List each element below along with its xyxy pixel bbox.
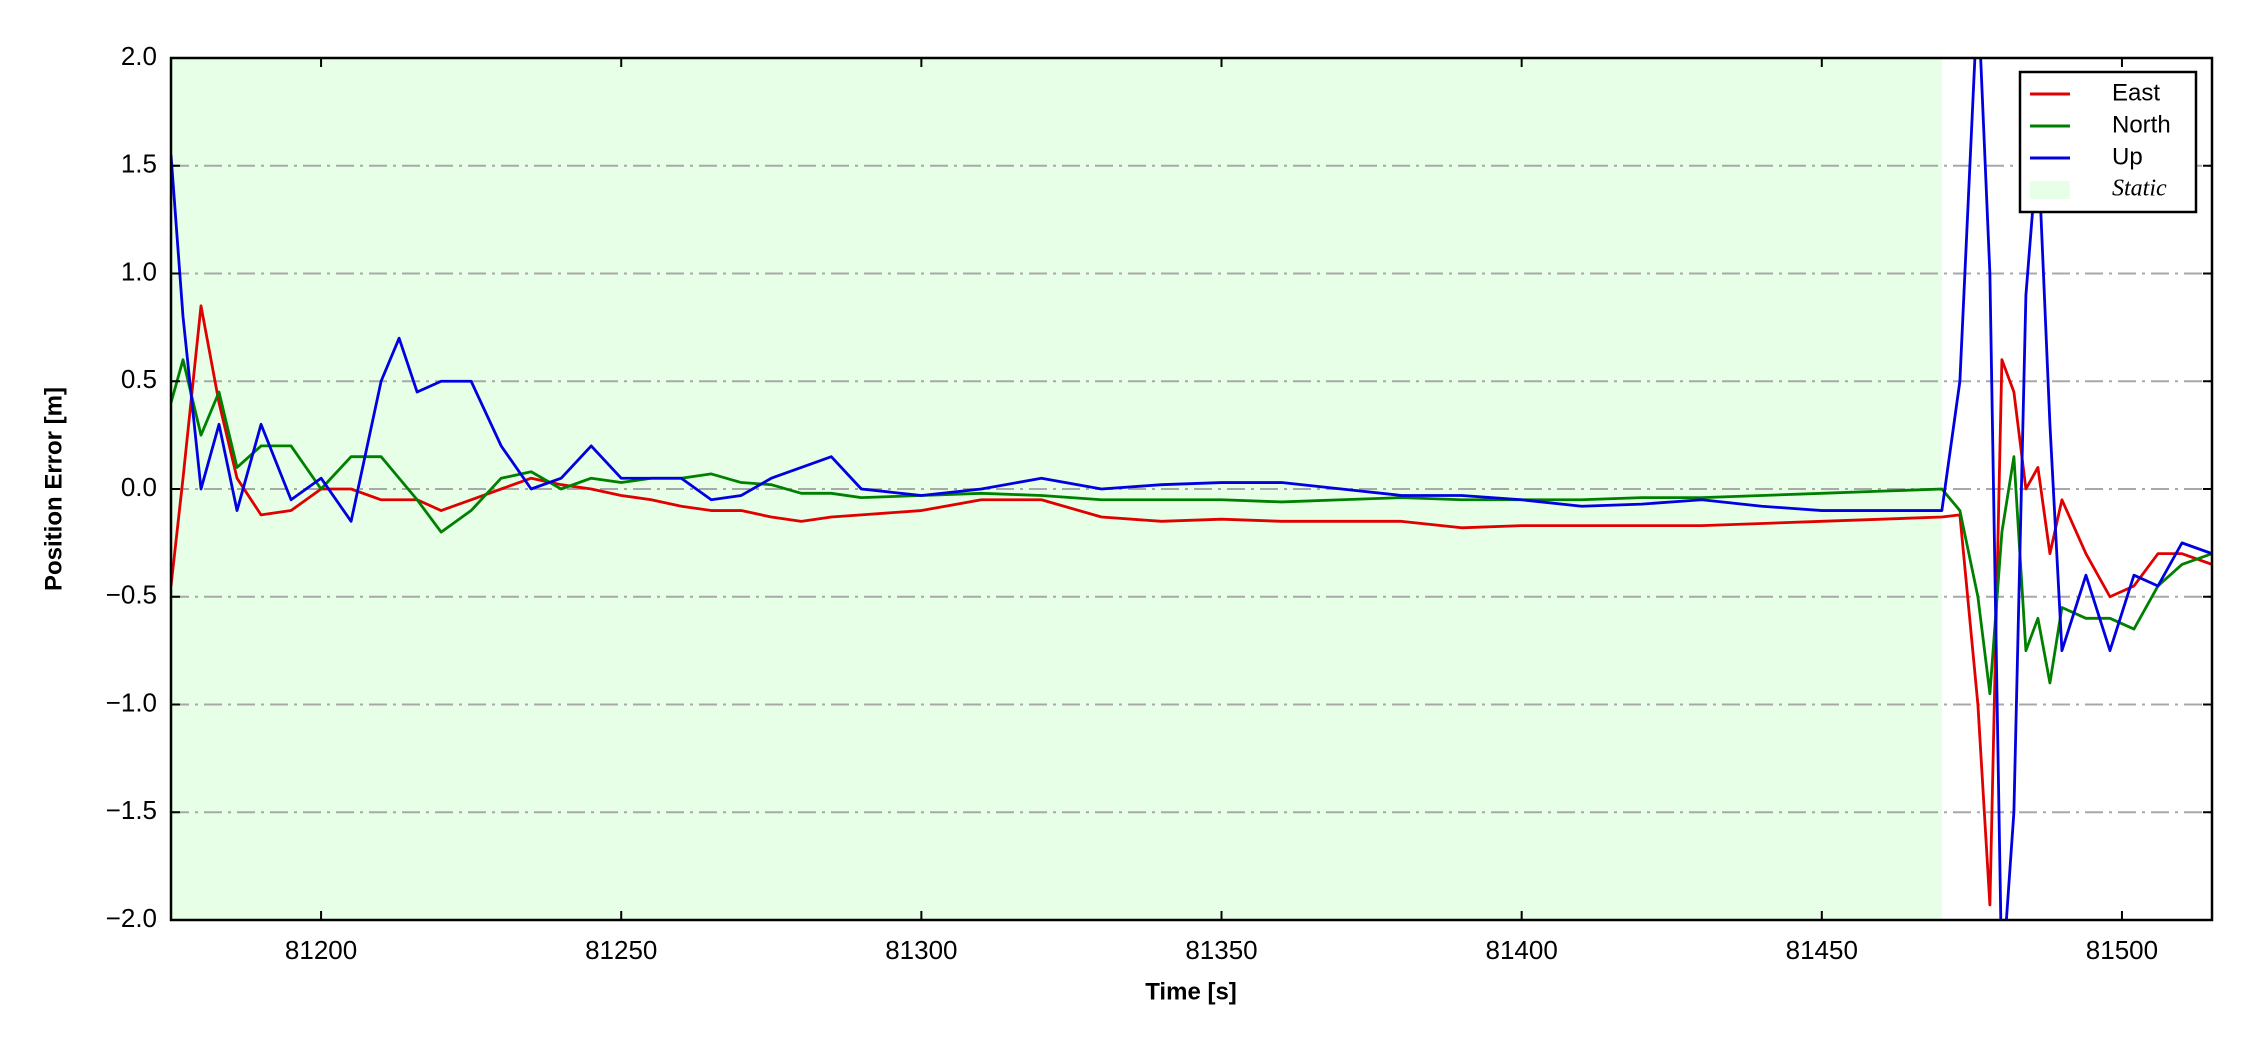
x-tick-label: 81450 — [1786, 935, 1858, 965]
y-tick-label: 1.5 — [121, 149, 157, 179]
x-tick-label: 81500 — [2086, 935, 2158, 965]
y-tick-label: 0.5 — [121, 364, 157, 394]
x-axis-label: Time [s] — [1145, 978, 1237, 1005]
series-line — [171, 358, 2212, 696]
legend-label: East — [2112, 79, 2160, 106]
static-span — [171, 58, 1942, 920]
y-tick-label: −2.0 — [106, 903, 157, 933]
y-tick-label: 0.0 — [121, 472, 157, 502]
x-tick-label: 81300 — [885, 935, 957, 965]
y-tick-label: 2.0 — [121, 41, 157, 71]
y-tick-label: −1.5 — [106, 795, 157, 825]
y-tick-label: −1.0 — [106, 687, 157, 717]
x-tick-label: 81200 — [285, 935, 357, 965]
y-tick-label: −0.5 — [106, 580, 157, 610]
series-line — [171, 58, 2212, 920]
x-tick-label: 81250 — [585, 935, 657, 965]
x-tick-label: 81350 — [1185, 935, 1257, 965]
x-tick-label: 81400 — [1486, 935, 1558, 965]
y-tick-label: 1.0 — [121, 256, 157, 286]
y-axis-label: Position Error [m] — [40, 387, 67, 591]
legend-label: Static — [2112, 176, 2167, 202]
legend-swatch — [2030, 181, 2070, 199]
series-line — [171, 304, 2212, 907]
legend-label: North — [2112, 111, 2171, 138]
legend-label: Up — [2112, 143, 2143, 170]
